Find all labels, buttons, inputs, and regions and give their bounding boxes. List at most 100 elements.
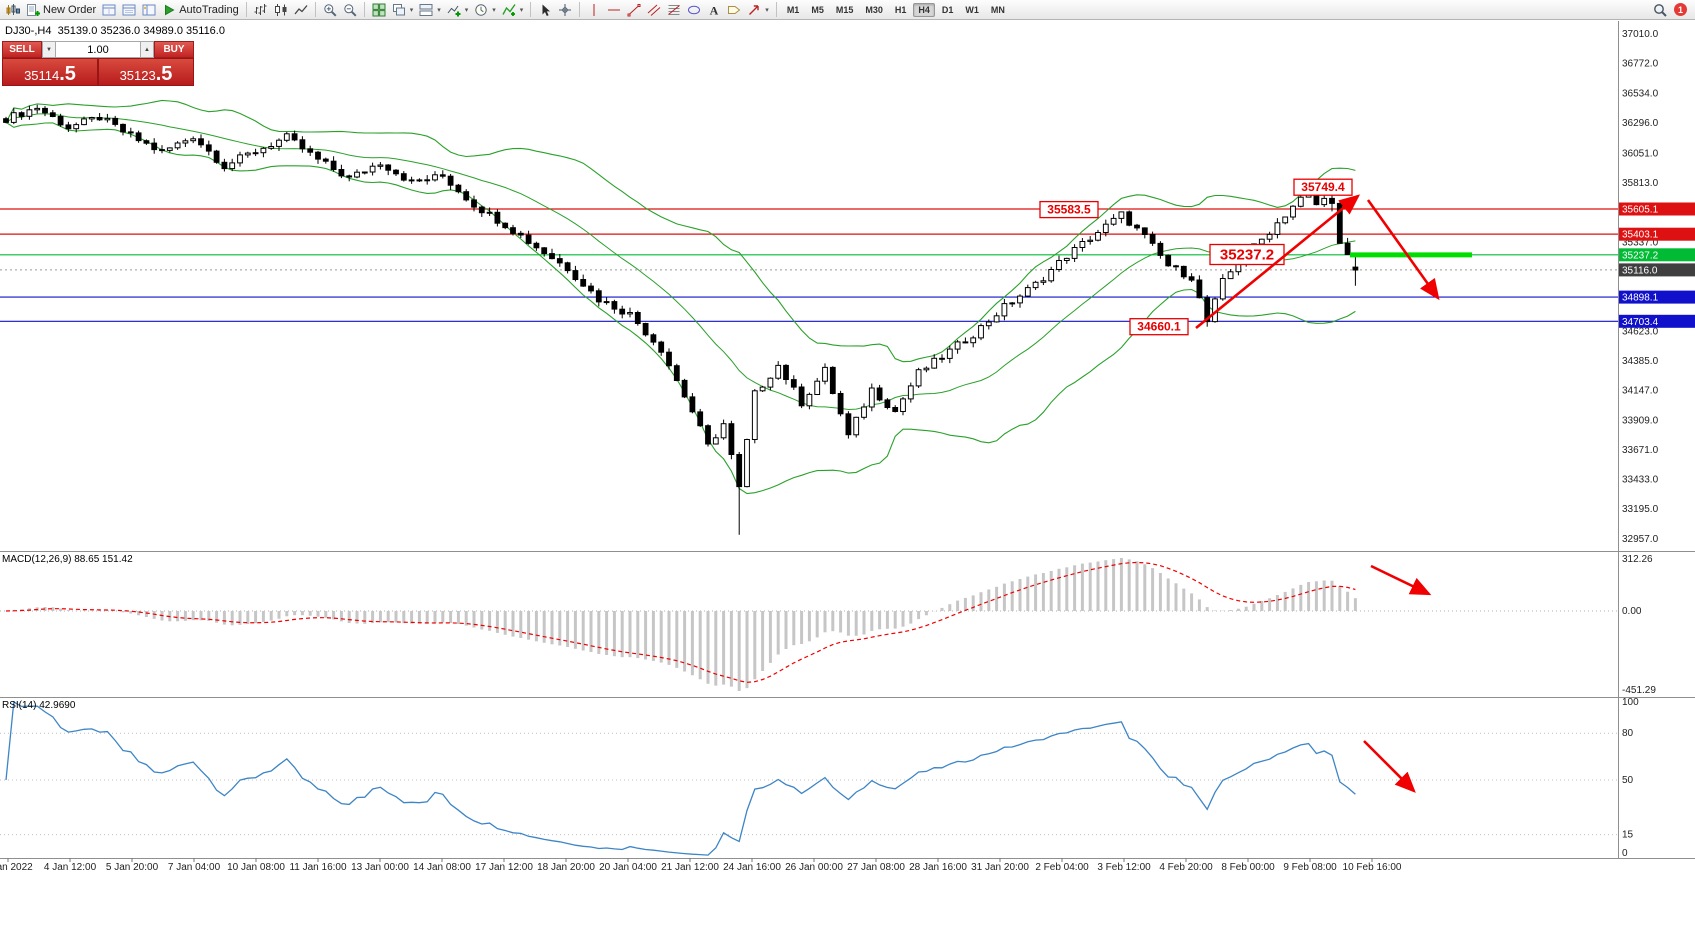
trend-arrow-down[interactable]: [1366, 199, 1440, 301]
trendline-button[interactable]: [625, 2, 643, 18]
indicators-button[interactable]: ▾: [500, 2, 526, 18]
price-annotation-35583.5[interactable]: 35583.5: [1039, 200, 1099, 219]
time-axis-label: 7 Jan 04:00: [168, 862, 221, 873]
new-chart-button[interactable]: ▾: [445, 2, 471, 18]
zoom-out-button[interactable]: [341, 2, 359, 18]
candle-body: [634, 312, 641, 324]
timeframe-h4-button[interactable]: H4: [913, 2, 935, 17]
horizontal-line-button[interactable]: [605, 2, 623, 18]
toolbar-separator: [530, 2, 532, 17]
crosshair-button[interactable]: [556, 2, 574, 18]
candle-body: [369, 165, 376, 173]
shapes-button[interactable]: [685, 2, 703, 18]
price-annotation-35749.4[interactable]: 35749.4: [1293, 178, 1353, 196]
navigator-icon: [142, 3, 156, 17]
candle-body: [104, 117, 111, 121]
timeframe-m30-button[interactable]: M30: [860, 3, 888, 17]
notification-badge[interactable]: 1: [1674, 3, 1687, 16]
periods-button[interactable]: ▾: [472, 2, 498, 18]
macd-axis-label: -451.29: [1622, 685, 1656, 696]
sell-price-display[interactable]: 35114.5: [2, 58, 98, 86]
timeframe-d1-button[interactable]: D1: [937, 3, 959, 17]
candle-body: [299, 139, 306, 150]
candle-body: [884, 399, 891, 408]
navigator-button[interactable]: [140, 2, 158, 18]
new-order-button-label: New Order: [43, 3, 97, 16]
candle-body: [673, 365, 680, 382]
volume-input[interactable]: [56, 41, 140, 58]
main-toolbar: New Order AutoTrading ▾ ▾ ▾ ▾ ▾ A ▾ M1 M5 M15 M30 H1…: [0, 0, 1695, 20]
price-annotation-35237.2[interactable]: 35237.2: [1209, 243, 1285, 266]
fibonacci-button[interactable]: [665, 2, 683, 18]
time-axis-label: 20 Jan 04:00: [599, 862, 657, 873]
candle-body: [190, 138, 197, 142]
candle-body: [1188, 276, 1195, 281]
trend-arrow-up[interactable]: [1195, 194, 1361, 330]
tile-windows-button[interactable]: [370, 2, 388, 18]
arrange-windows-button[interactable]: ▾: [417, 2, 443, 18]
cursor-button[interactable]: [536, 2, 554, 18]
macd-arrow[interactable]: [1370, 564, 1432, 596]
candle-body: [1024, 287, 1031, 297]
candle-body: [1297, 196, 1304, 207]
candle-body: [775, 364, 782, 379]
sell-button[interactable]: SELL: [2, 41, 42, 58]
buy-button[interactable]: BUY: [154, 41, 194, 58]
candle-body: [650, 334, 657, 343]
price-annotation-34660.1[interactable]: 34660.1: [1129, 318, 1189, 336]
time-axis-label: 10 Jan 08:00: [227, 862, 285, 873]
search-icon[interactable]: [1653, 3, 1667, 17]
arrows-button[interactable]: ▾: [745, 2, 771, 18]
new-order-button[interactable]: New Order: [24, 2, 98, 18]
candle-body: [182, 140, 189, 144]
candle-body: [1095, 232, 1101, 241]
timeframe-mn-button[interactable]: MN: [986, 3, 1010, 17]
candle-body: [1118, 211, 1125, 219]
buy-price-display[interactable]: 35123.5: [98, 58, 194, 86]
volume-down-button[interactable]: ▼: [42, 41, 56, 58]
candle-body: [1274, 222, 1281, 235]
time-axis-label: 10 Feb 16:00: [1343, 862, 1402, 873]
bar-chart-button[interactable]: [252, 2, 270, 18]
line-chart-button[interactable]: [292, 2, 310, 18]
candle-body: [993, 315, 1000, 323]
timeframe-m15-button[interactable]: M15: [831, 3, 859, 17]
cascade-windows-button[interactable]: ▾: [390, 2, 416, 18]
candle-body: [829, 366, 836, 394]
timeframe-m5-button[interactable]: M5: [806, 3, 829, 17]
rsi-arrow[interactable]: [1363, 740, 1416, 793]
timeframe-w1-button[interactable]: W1: [960, 3, 984, 17]
candle-body: [1141, 227, 1148, 235]
volume-up-button[interactable]: ▲: [140, 41, 154, 58]
candle-body: [603, 301, 610, 304]
timeframe-h1-button[interactable]: H1: [890, 3, 912, 17]
svg-text:34660.1: 34660.1: [1137, 320, 1181, 334]
channel-button[interactable]: [645, 2, 663, 18]
shapes-icon: [687, 3, 701, 17]
autotrading-button[interactable]: AutoTrading: [160, 2, 241, 18]
vertical-line-button[interactable]: [585, 2, 603, 18]
price-tag-35403.1[interactable]: 35403.1: [1619, 227, 1695, 241]
candle-body: [681, 379, 688, 398]
price-tag-35605.1[interactable]: 35605.1: [1619, 202, 1695, 216]
timeframe-m1-button[interactable]: M1: [782, 3, 805, 17]
candle-body: [962, 341, 969, 344]
cursor-icon: [538, 3, 552, 17]
candle-body: [338, 169, 345, 177]
price-tag-35237.2[interactable]: 35237.2: [1619, 248, 1695, 262]
price-tag-34898.1[interactable]: 34898.1: [1619, 290, 1695, 304]
svg-text:34703.4: 34703.4: [1622, 317, 1659, 328]
zoom-in-button[interactable]: [321, 2, 339, 18]
text-button[interactable]: A: [705, 2, 723, 18]
candle-body: [10, 112, 17, 123]
autotrading-button-label: AutoTrading: [179, 3, 239, 16]
price-tag-35116.0[interactable]: 35116.0: [1619, 263, 1695, 277]
text-label-button[interactable]: [725, 2, 743, 18]
market-watch-button[interactable]: [100, 2, 118, 18]
time-axis-label: 3 Feb 12:00: [1097, 862, 1151, 873]
candlestick-chart-button[interactable]: [272, 2, 290, 18]
data-window-button[interactable]: [120, 2, 138, 18]
dropdown-caret-icon: ▾: [492, 6, 496, 14]
price-tag-34703.4[interactable]: 34703.4: [1619, 314, 1695, 328]
